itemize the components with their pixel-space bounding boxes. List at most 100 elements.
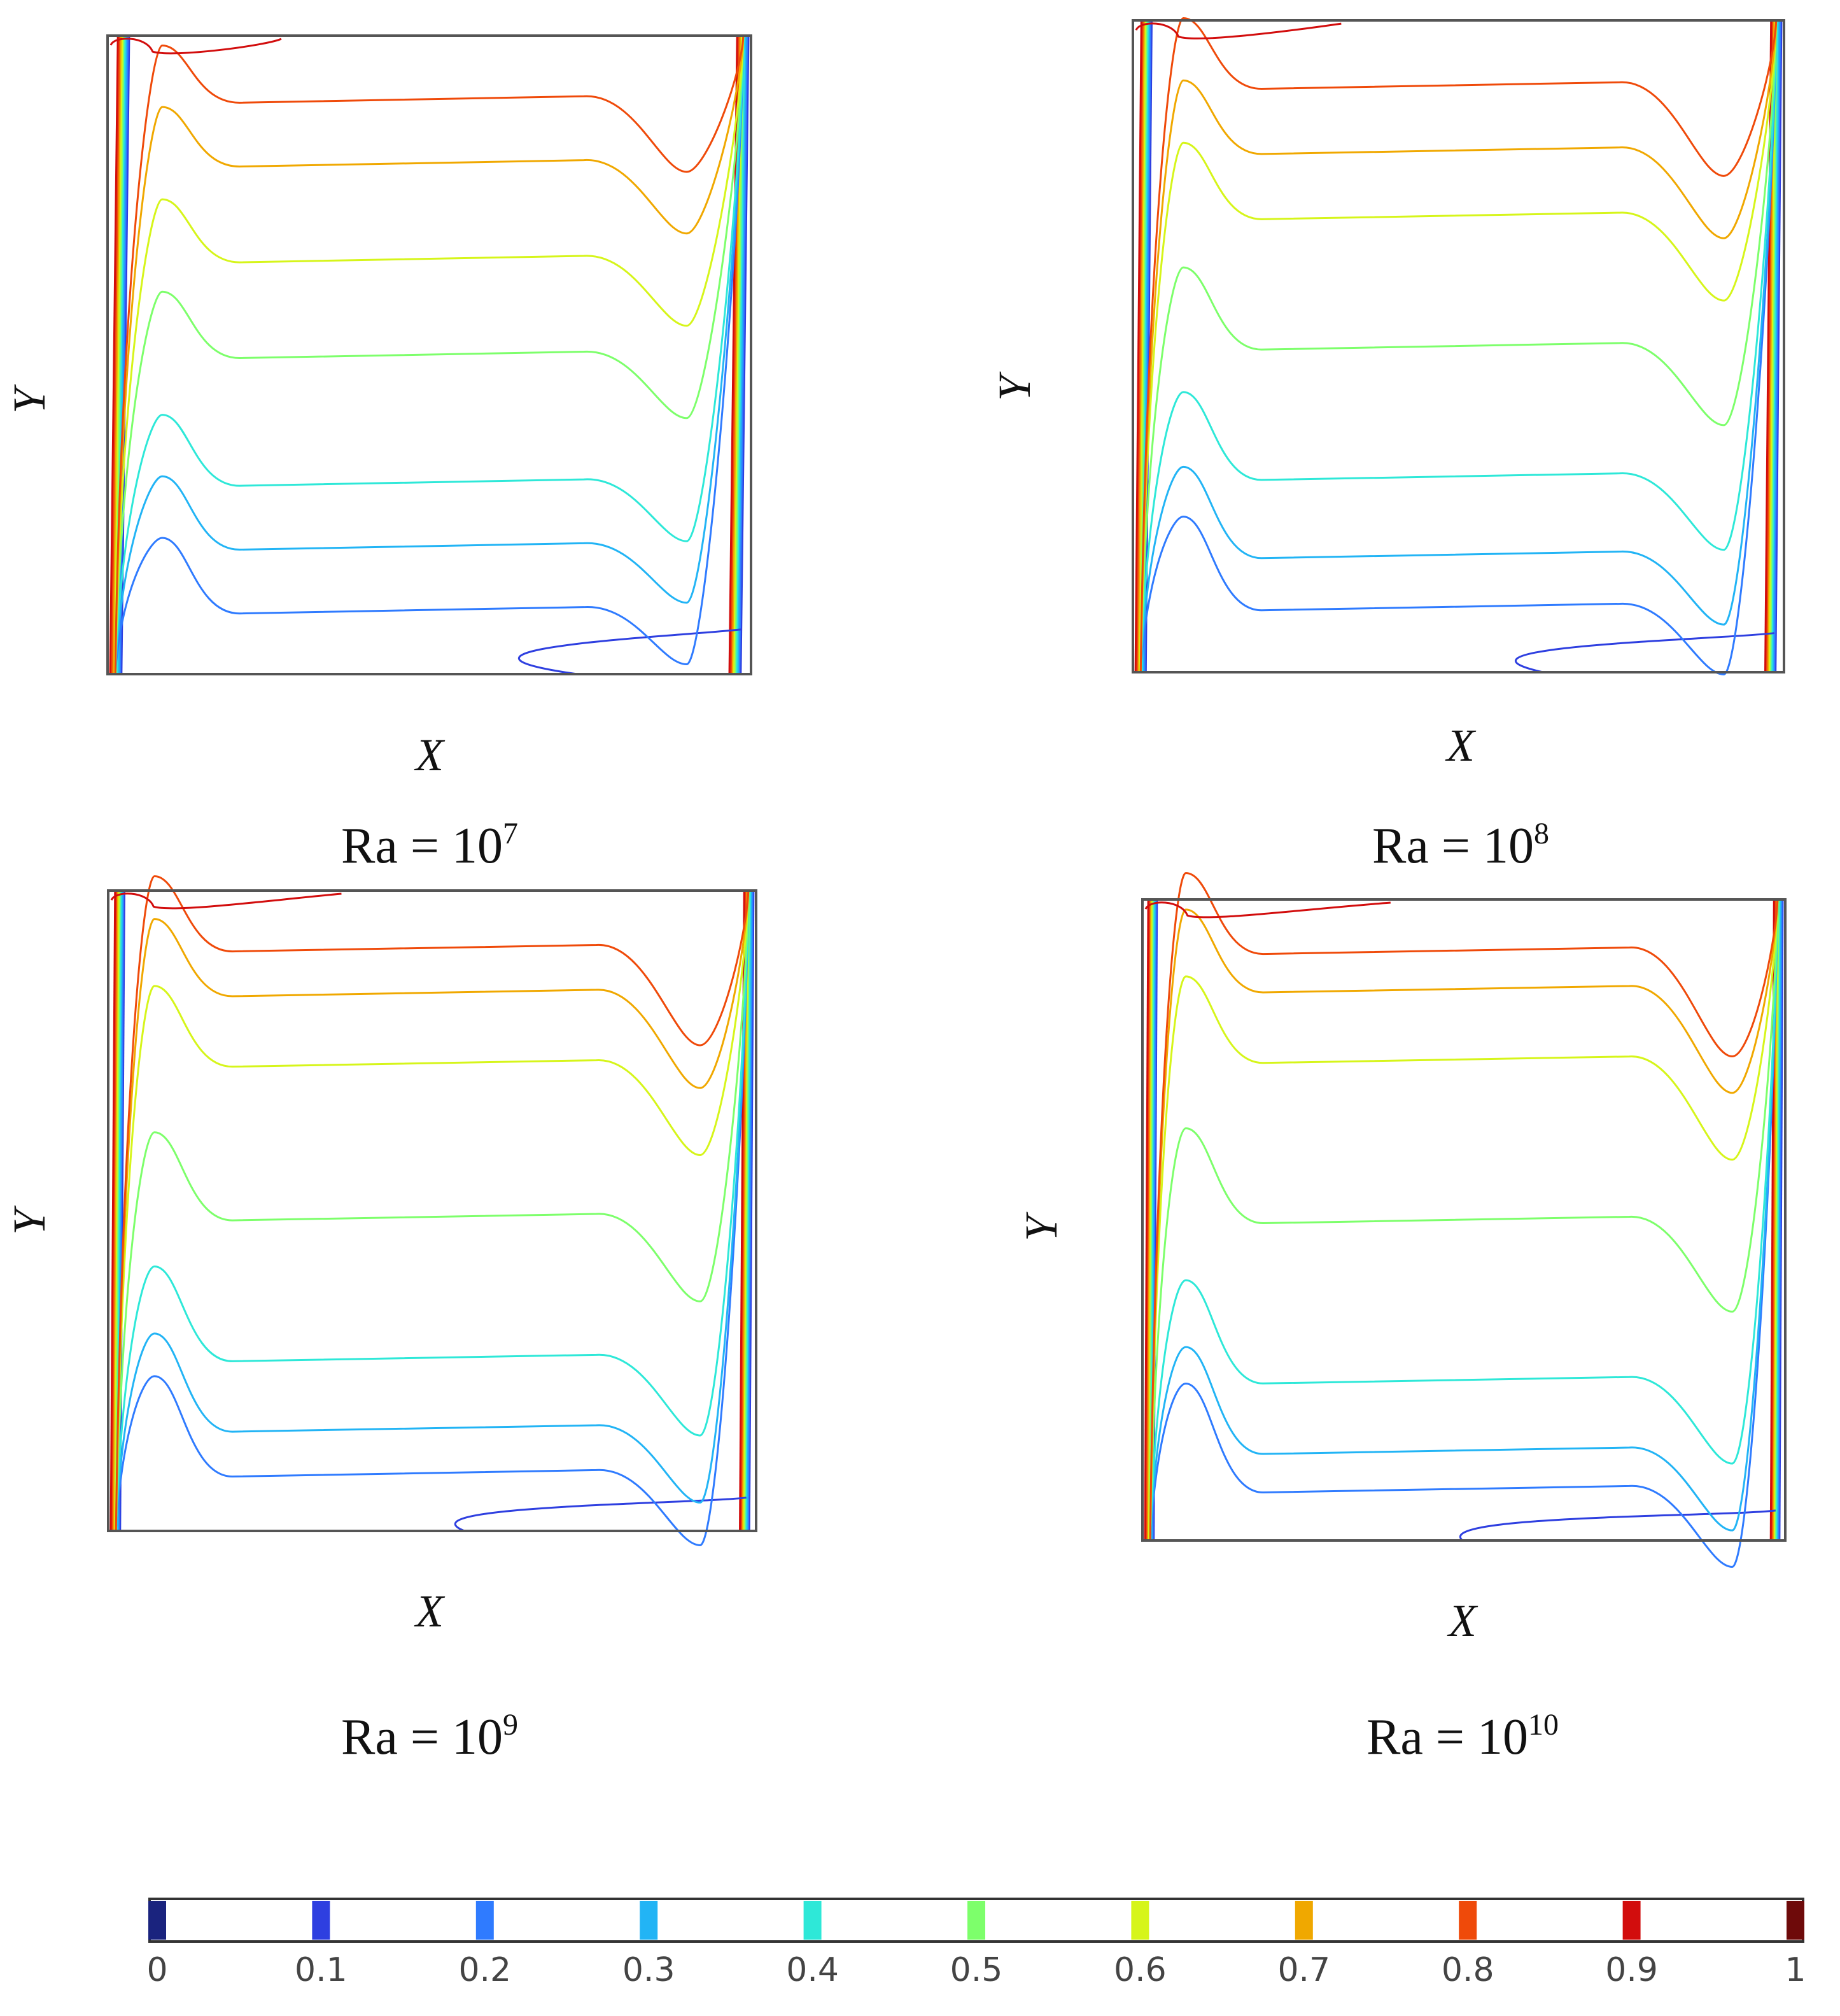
isotherm-0.1: [517, 628, 742, 675]
hot-wall-band: [109, 35, 119, 675]
cold-wall-band: [1776, 899, 1782, 1541]
cold-wall-band: [1771, 20, 1779, 673]
isotherm: [114, 35, 745, 675]
isotherm-0.1: [1515, 632, 1774, 673]
isotherm: [1139, 20, 1778, 673]
hot-wall-band: [112, 890, 118, 1532]
contour-lines: [1134, 17, 1783, 675]
y-axis-label: Y: [1016, 1211, 1067, 1241]
isotherm-0.9: [110, 892, 342, 910]
isotherm-0.1: [454, 1497, 747, 1532]
hot-wall-band: [1147, 899, 1153, 1541]
isotherm: [115, 890, 750, 1546]
colorbar-swatch: [1295, 1901, 1313, 1940]
hot-wall-band: [1139, 20, 1148, 673]
y-axis-label: Y: [4, 384, 55, 414]
hot-wall-band: [1134, 20, 1142, 673]
isotherm: [114, 35, 745, 675]
hot-wall-band: [110, 35, 120, 675]
x-axis-label: X: [414, 1586, 446, 1637]
colorbar-tick-label: 0.4: [786, 1951, 839, 1989]
x-axis-label: X: [1445, 720, 1477, 771]
colorbar-swatch: [640, 1901, 658, 1940]
y-axis-label: Y: [989, 371, 1040, 401]
cold-wall-band: [734, 35, 744, 675]
colorbar-swatch: [312, 1901, 330, 1940]
isotherm-0.9: [109, 38, 282, 55]
plot-frame: [106, 34, 752, 675]
colorbar-swatch: [1131, 1901, 1149, 1940]
x-axis-label: X: [414, 730, 446, 780]
cold-wall-band: [1774, 899, 1780, 1541]
isotherm: [115, 890, 750, 1532]
hot-wall-band: [119, 35, 129, 675]
plot-frame: [1132, 19, 1785, 673]
cold-wall-band: [748, 890, 755, 1532]
cold-wall-band: [738, 35, 748, 675]
isotherm: [1139, 20, 1778, 673]
isotherm: [1149, 899, 1779, 1541]
panel-title: Ra = 108: [1372, 817, 1549, 874]
isotherm: [1149, 872, 1779, 1541]
cold-wall-band: [1773, 899, 1778, 1541]
cold-wall-band: [1778, 899, 1784, 1541]
isotherm: [115, 875, 750, 1532]
isotherm: [1139, 17, 1778, 673]
contour-lines: [109, 875, 755, 1546]
colorbar-swatch: [148, 1901, 166, 1940]
hot-wall-band: [1153, 899, 1158, 1541]
colorbar-ticks: 0 0.1 0.2 0.3 0.4 0.5 0.6 0.7 0.8 0.9 1: [146, 1951, 1806, 1989]
isotherm: [1139, 20, 1778, 675]
colorbar-tick-label: 0.5: [950, 1951, 1003, 1989]
cold-wall-band: [735, 35, 745, 675]
panel-ra-1e10: X Y Ra = 1010: [1016, 872, 1787, 1765]
colorbar-swatch: [967, 1901, 985, 1940]
hot-wall-band: [111, 35, 122, 675]
cold-wall-band: [740, 35, 750, 675]
colorbar-swatch: [1787, 1901, 1804, 1940]
isotherm-0.1: [1459, 1509, 1776, 1542]
hot-wall-band: [114, 890, 121, 1532]
cold-wall-band: [743, 890, 750, 1532]
cold-wall-band: [1774, 20, 1783, 673]
colorbar-swatch: [1622, 1901, 1641, 1940]
isotherm: [114, 35, 745, 675]
hot-wall-band: [119, 890, 125, 1532]
hot-wall-band: [1135, 20, 1144, 673]
cold-wall-band: [736, 35, 747, 675]
panel-title: Ra = 1010: [1366, 1708, 1559, 1765]
cold-wall-band: [1773, 20, 1781, 673]
plot-frame: [1141, 898, 1787, 1542]
hot-wall-band: [1146, 899, 1152, 1541]
hot-wall-band: [1137, 20, 1145, 673]
colorbar-tick-label: 0.9: [1605, 1951, 1658, 1989]
panel-ra-1e8: X Y Ra = 108: [989, 17, 1785, 874]
hot-wall-band: [111, 890, 118, 1532]
contour-lines: [1144, 872, 1784, 1568]
colorbar-swatch: [475, 1901, 494, 1940]
isotherm: [114, 35, 745, 675]
isotherm: [114, 35, 745, 675]
hot-wall-band: [113, 890, 120, 1532]
hot-wall-band: [109, 890, 116, 1532]
isotherm: [115, 890, 750, 1532]
panel-title: Ra = 107: [341, 817, 518, 874]
isotherm: [1149, 899, 1779, 1541]
isotherm-0.9: [1135, 22, 1342, 39]
colorbar-swatch: [1459, 1901, 1477, 1940]
colorbar-tick-label: 0.8: [1442, 1951, 1494, 1989]
colorbar-tick-label: 0.1: [295, 1951, 348, 1989]
isotherm: [1139, 20, 1778, 673]
isotherm: [115, 890, 750, 1532]
isotherm: [1149, 899, 1779, 1568]
isotherm: [1139, 20, 1778, 673]
panel-title: Ra = 109: [341, 1708, 518, 1765]
cold-wall-band: [1775, 899, 1781, 1541]
hot-wall-band: [1145, 899, 1151, 1541]
colorbar-tick-label: 0.2: [458, 1951, 511, 1989]
isotherm: [1139, 20, 1778, 673]
colorbar-tick-label: 0: [146, 1951, 167, 1989]
isotherm: [114, 35, 745, 675]
cold-wall-band: [1769, 20, 1778, 673]
